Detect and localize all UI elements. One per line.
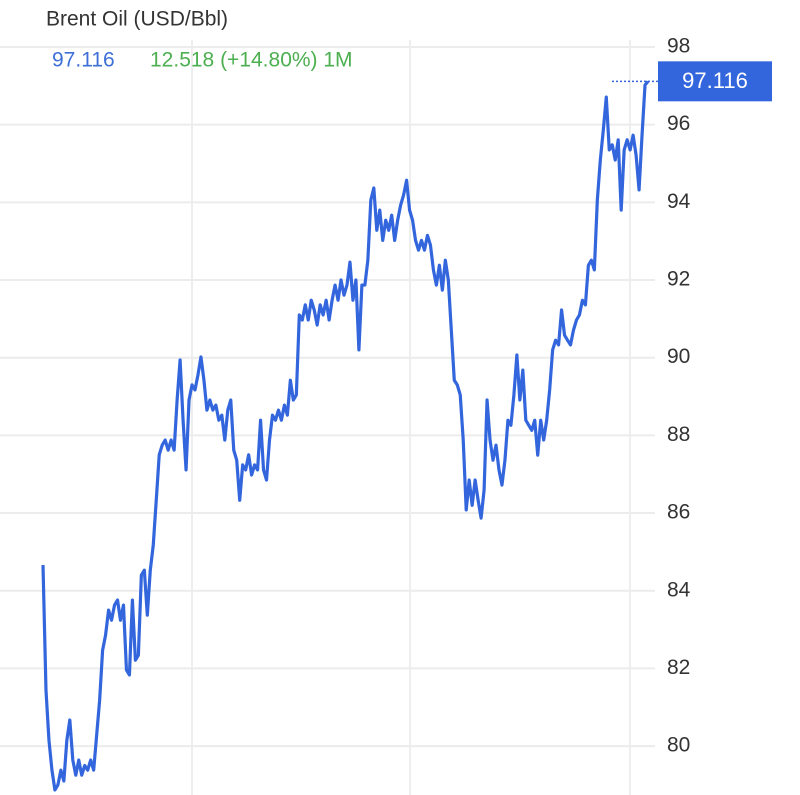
y-tick-label: 86 [667,501,690,524]
y-tick-label: 90 [667,345,690,368]
y-tick-label: 94 [667,190,691,213]
y-tick-label: 98 [667,35,690,58]
price-tag-label: 97.116 [682,68,748,93]
y-tick-label: 92 [667,268,690,291]
price-tag [658,61,772,102]
y-tick-label: 88 [667,423,690,446]
price: 97.116 [52,49,115,72]
change: 12.518 (+14.80%) 1M [150,49,353,72]
y-tick-label: 80 [667,734,690,757]
chart-title: Brent Oil (USD/Bbl) [46,8,228,31]
y-tick-label: 82 [667,656,690,679]
price-line [41,80,650,792]
y-tick-label: 84 [667,578,691,601]
y-tick-label: 96 [667,112,690,135]
